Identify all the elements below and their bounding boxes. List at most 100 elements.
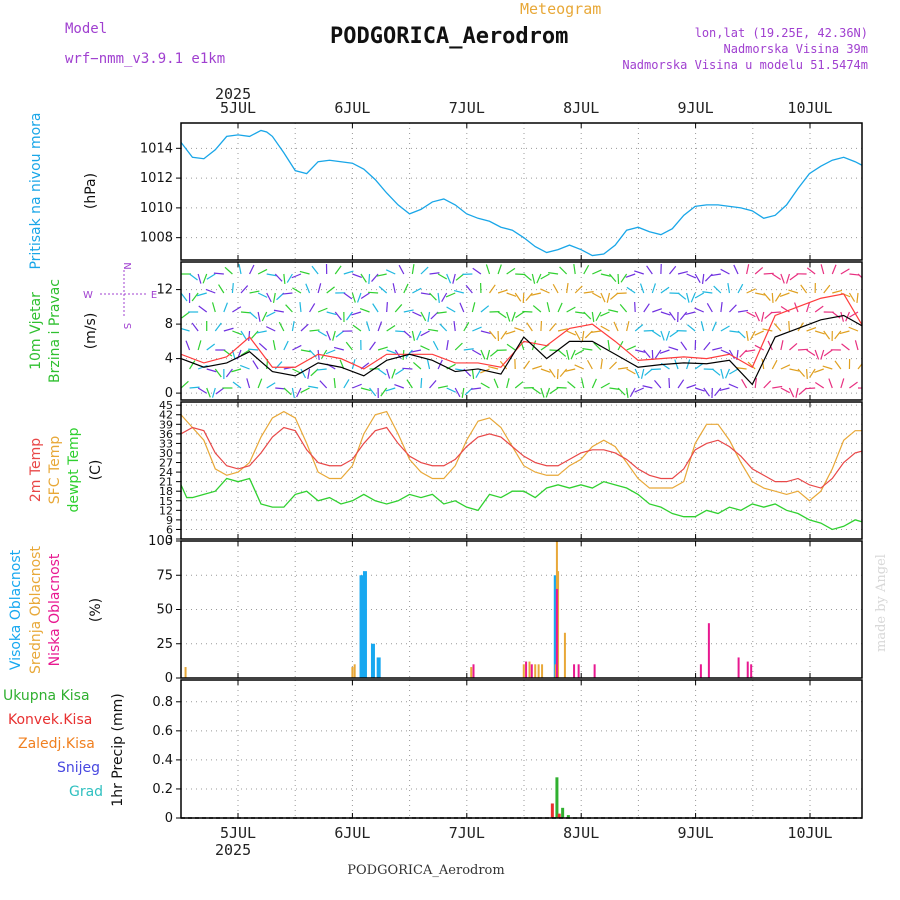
day-label-bottom: 9JUL bbox=[678, 824, 714, 842]
y-tick-label: 27 bbox=[159, 457, 173, 470]
wind-arrow bbox=[429, 272, 440, 275]
wind-arrow bbox=[321, 349, 328, 359]
wind-arrow bbox=[780, 340, 784, 351]
dewpoint-line bbox=[181, 477, 862, 531]
wind-arrow bbox=[728, 383, 739, 389]
wind-arrow bbox=[454, 342, 463, 351]
wind-arrow bbox=[831, 264, 837, 275]
precip-legend-item: Ukupna Kisa bbox=[3, 688, 90, 704]
wind-arrow bbox=[609, 273, 617, 283]
wind-arrow bbox=[360, 273, 367, 283]
wind-arrow bbox=[202, 273, 208, 284]
wind-arrow bbox=[432, 340, 439, 351]
wind-arrow bbox=[849, 311, 859, 318]
wind-arrow bbox=[392, 283, 396, 294]
wind-arrow bbox=[532, 305, 542, 313]
wind-arrow bbox=[403, 309, 414, 313]
wind-arrow bbox=[317, 307, 328, 313]
wind-arrow bbox=[296, 387, 302, 398]
wind-arrow bbox=[489, 349, 499, 357]
wind-arrow bbox=[643, 303, 650, 313]
wind-arrow bbox=[574, 364, 585, 370]
wind-arrow bbox=[386, 349, 397, 354]
wind-arrow bbox=[643, 329, 654, 332]
wind-arrow bbox=[591, 378, 597, 389]
wind-arrow bbox=[719, 387, 730, 392]
wind-arrow bbox=[814, 305, 824, 313]
wind-arrow bbox=[557, 349, 567, 357]
wind-arrow bbox=[368, 273, 371, 285]
wind-arrow bbox=[335, 330, 345, 338]
wind-arrow bbox=[489, 330, 497, 340]
wind-arrow bbox=[523, 273, 532, 281]
wind-arrow bbox=[763, 292, 771, 301]
wind-arrow bbox=[446, 340, 449, 351]
model-label: Model bbox=[65, 21, 107, 37]
wind-arrow bbox=[386, 325, 396, 332]
wind-arrow bbox=[754, 378, 757, 389]
wind-arrow bbox=[189, 273, 198, 281]
wind-arrow bbox=[317, 330, 327, 337]
wind-arrow bbox=[470, 387, 482, 390]
wind-arrow bbox=[773, 323, 782, 332]
wind-arrow bbox=[274, 273, 283, 282]
wind-arrow bbox=[746, 311, 756, 318]
wind-arrow bbox=[617, 367, 629, 370]
wind-arrow bbox=[286, 273, 293, 283]
wind-arrow bbox=[720, 268, 730, 275]
wind-arrow bbox=[257, 268, 268, 275]
panel-clouds: 0 25 50 75 100 bbox=[148, 534, 863, 686]
panel-frame bbox=[180, 261, 863, 401]
wind-arrow bbox=[703, 341, 711, 351]
wind-arrow bbox=[540, 273, 550, 280]
cloud-bar-low bbox=[699, 664, 702, 678]
cloud-bar-low bbox=[472, 664, 475, 678]
y-tick-label: 3 bbox=[166, 533, 173, 546]
wind-arrow bbox=[506, 292, 517, 297]
wind-arrow bbox=[619, 303, 628, 313]
wind-arrow bbox=[745, 349, 756, 353]
wind-arrow bbox=[540, 320, 543, 332]
wind-arrow bbox=[600, 359, 603, 370]
cloud-bar-high bbox=[553, 575, 558, 678]
wind-arrow bbox=[522, 292, 525, 304]
wind-arrow bbox=[291, 321, 295, 332]
wind-arrow bbox=[724, 368, 731, 379]
wind-arrow bbox=[669, 330, 679, 338]
wind-arrow bbox=[402, 367, 413, 370]
wind-arrow bbox=[600, 325, 610, 332]
wind-arrow bbox=[471, 302, 476, 313]
wind-arrow bbox=[420, 345, 430, 351]
wind-arrow bbox=[266, 382, 276, 389]
wind-arrow bbox=[668, 311, 676, 321]
wind-arrow bbox=[189, 386, 200, 389]
wind-arrow bbox=[710, 273, 721, 277]
wind-arrow bbox=[694, 292, 705, 299]
wind-arrow bbox=[391, 368, 396, 379]
wind-arrow bbox=[749, 330, 756, 341]
wind-arrow bbox=[218, 284, 225, 294]
wind-arrow bbox=[273, 309, 284, 313]
panel-pressure: 1008 1010 1012 1014 bbox=[140, 122, 863, 261]
wind-arrow bbox=[581, 330, 585, 341]
wind-arrow bbox=[258, 342, 268, 351]
wind-arrow bbox=[343, 292, 353, 300]
cloud-bar-low bbox=[707, 623, 710, 678]
wind-arrow bbox=[556, 368, 559, 380]
wind-arrow bbox=[626, 387, 629, 398]
wind-arrow bbox=[360, 292, 370, 299]
cloud-bar-high bbox=[359, 575, 364, 678]
wind-arrow bbox=[634, 270, 644, 275]
wind-arrow bbox=[453, 289, 464, 294]
cloud-bar-low bbox=[530, 664, 533, 678]
wind-arrow bbox=[546, 302, 551, 313]
wind-arrow bbox=[660, 330, 665, 341]
wind-arrow bbox=[540, 288, 550, 294]
ylabel-wind-sub: Brzina i Pravac bbox=[47, 279, 63, 383]
wind-arrow bbox=[334, 346, 344, 351]
wind-arrow bbox=[643, 349, 651, 359]
wind-arrow bbox=[557, 302, 563, 313]
y-tick-label: 12 bbox=[156, 283, 173, 298]
wind-arrow bbox=[674, 359, 679, 370]
wind-arrow bbox=[834, 360, 842, 370]
